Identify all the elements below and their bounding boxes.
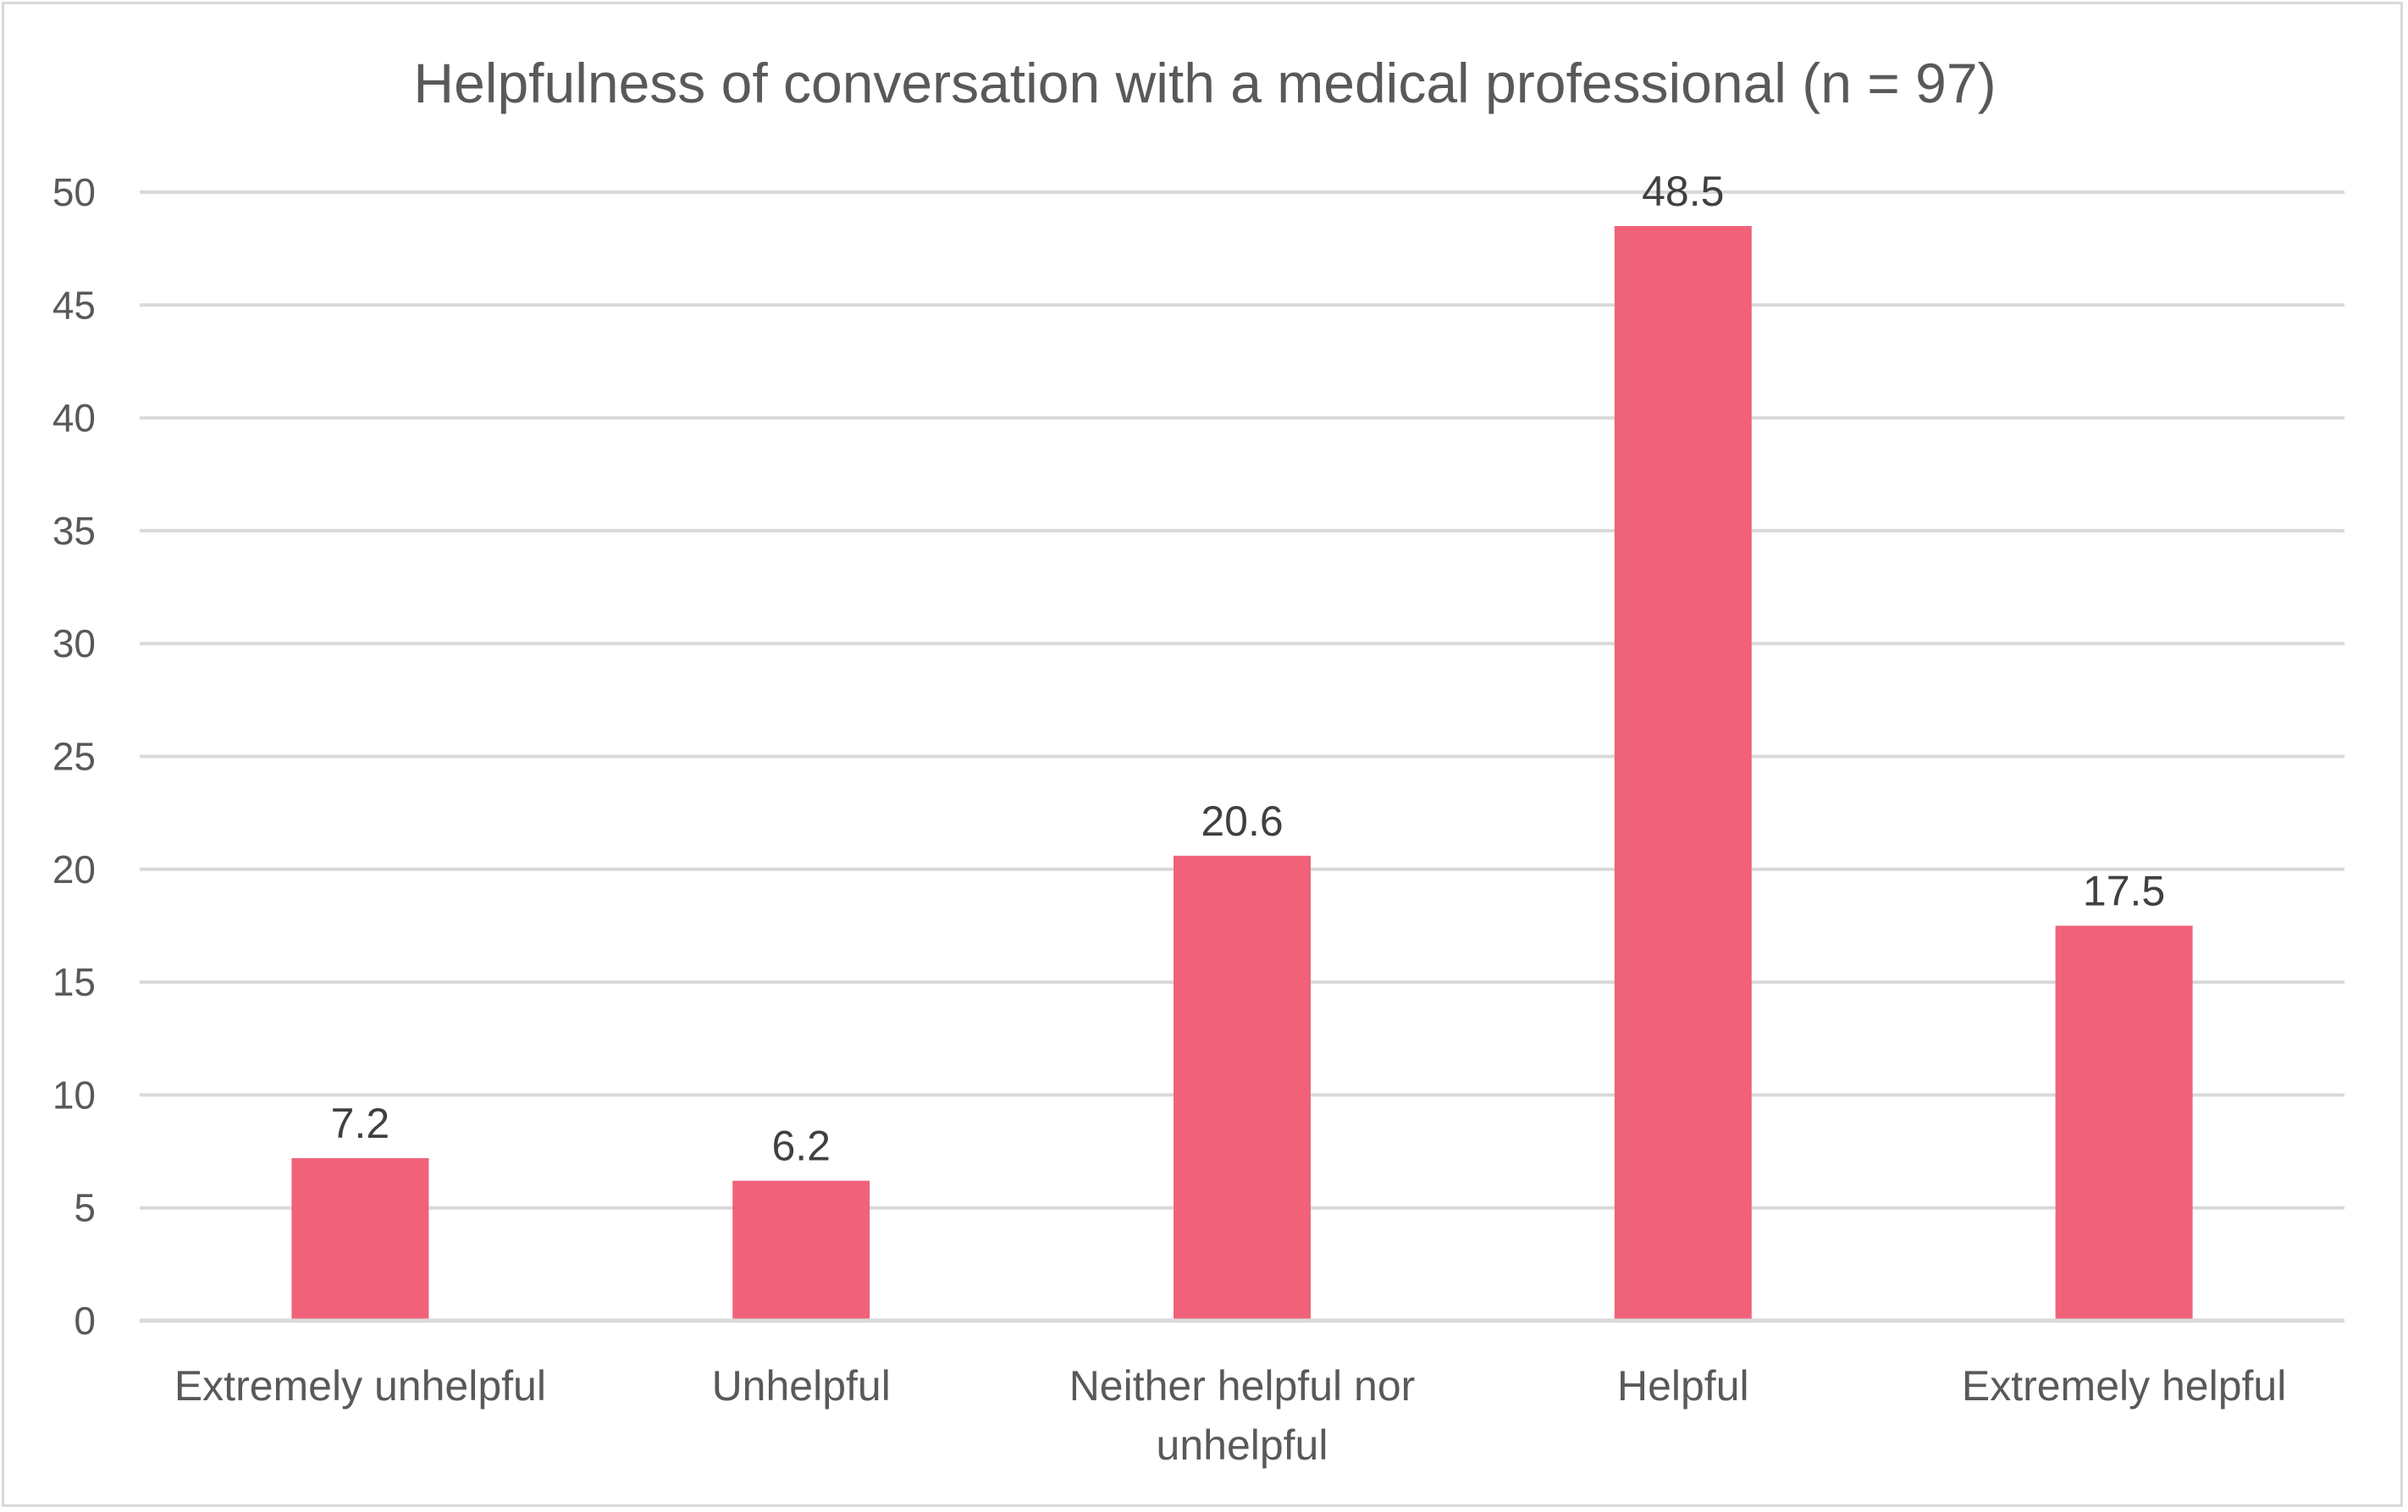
y-tick-label: 20 (52, 847, 96, 891)
bar (291, 1158, 429, 1321)
y-tick-label: 5 (74, 1186, 96, 1230)
category-label: unhelpful (1157, 1421, 1328, 1469)
bar (1174, 855, 1311, 1321)
y-tick-label: 15 (52, 960, 96, 1004)
data-label: 20.6 (1201, 797, 1283, 845)
bar (732, 1180, 870, 1321)
category-label: Unhelpful (712, 1362, 891, 1410)
data-label: 17.5 (2083, 867, 2165, 914)
category-label: Extremely unhelpful (174, 1362, 546, 1410)
data-label: 48.5 (1642, 168, 1724, 215)
bar (2055, 925, 2193, 1321)
y-tick-label: 35 (52, 509, 96, 553)
data-label: 6.2 (771, 1123, 831, 1170)
category-labels: Extremely unhelpful Unhelpful Neither help… (174, 1362, 2287, 1469)
category-label: Neither helpful nor (1069, 1362, 1416, 1410)
category-label: Helpful (1617, 1362, 1749, 1410)
y-axis-ticks: 0 5 10 15 20 25 30 35 40 45 50 (52, 170, 96, 1343)
data-label: 7.2 (331, 1100, 390, 1147)
y-tick-label: 25 (52, 735, 96, 779)
y-tick-label: 30 (52, 621, 96, 665)
chart-title: Helpfulness of conversation with a medic… (413, 52, 1996, 114)
y-tick-label: 0 (74, 1299, 96, 1343)
gridlines (140, 190, 2344, 1210)
bars (291, 225, 2193, 1321)
category-label: Extremely helpful (1962, 1362, 2287, 1410)
y-tick-label: 50 (52, 170, 96, 214)
data-labels: 7.2 6.2 20.6 48.5 17.5 (331, 168, 2166, 1170)
y-tick-label: 40 (52, 396, 96, 440)
bar (1614, 225, 1752, 1321)
y-tick-label: 10 (52, 1073, 96, 1117)
bar-chart: Helpfulness of conversation with a medic… (52, 52, 2344, 1469)
y-tick-label: 45 (52, 283, 96, 327)
